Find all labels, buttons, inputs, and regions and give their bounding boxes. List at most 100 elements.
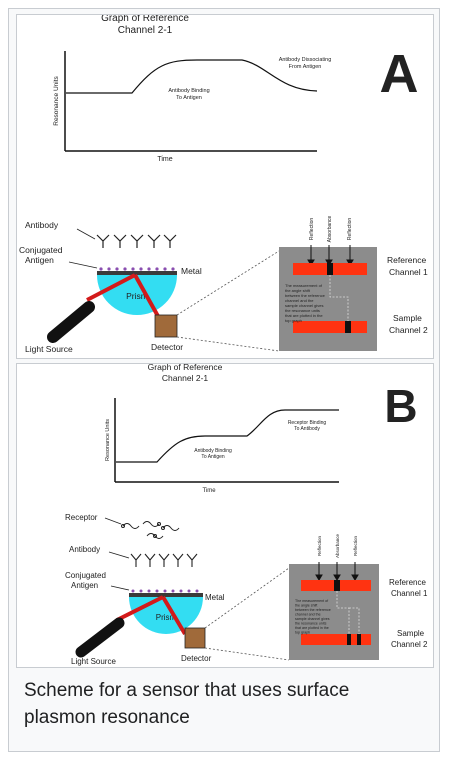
conjugated-antigen-label-1: Conjugated — [19, 245, 63, 255]
graph-b-title-1: Graph of Reference — [148, 364, 223, 372]
reflection-right-label: Reflection — [347, 218, 353, 240]
sample-channel-b-bar — [301, 634, 371, 645]
panel-a-letter: A — [380, 44, 419, 104]
reference-channel-label-1: Reference — [387, 255, 426, 265]
detector-icon — [154, 314, 178, 338]
svg-text:top graph: top graph — [295, 631, 310, 635]
light-source-b-icon — [75, 617, 125, 658]
receptor-pointer — [104, 517, 122, 525]
metal-label: Metal — [181, 266, 202, 276]
reference-channel-label-2: Channel 1 — [389, 267, 428, 277]
graph-b-x-label: Time — [202, 488, 216, 494]
antigen-b-pointer — [110, 585, 130, 591]
graph-b-note-receptor-2: To Antibody — [294, 426, 320, 432]
caption-line-1: Scheme for a sensor that uses surface — [24, 680, 350, 701]
light-source-icon — [47, 301, 95, 343]
sample-channel-b-label-1: Sample — [397, 629, 425, 638]
antibody-b-pointer — [108, 551, 130, 559]
svg-text:sample channel gives: sample channel gives — [285, 303, 323, 308]
figure-caption: Scheme for a sensor that uses surface pl… — [24, 677, 429, 731]
svg-text:The measurement of: The measurement of — [295, 599, 328, 603]
svg-text:that are plotted in the: that are plotted in the — [295, 626, 329, 630]
measurement-note: The measurement of the angle shift betwe… — [285, 283, 326, 323]
reference-channel-b-label-2: Channel 1 — [391, 589, 428, 598]
graph-b-y-label: Resonance Units — [105, 419, 111, 461]
graph-b-note-binding-2: To Antigen — [201, 454, 225, 460]
diagram-panel-a[interactable]: Graph of Reference Channel 2-1 Resonance… — [16, 14, 434, 359]
antibody-b-label: Antibody — [69, 545, 100, 554]
conjugated-antigen-b-label-2: Antigen — [71, 581, 98, 590]
sample-absorbance-mark — [345, 321, 351, 333]
graph-a-note-binding-1: Antibody Binding — [168, 88, 209, 94]
antibody-pointer — [76, 228, 96, 240]
graph-a-x-label: Time — [157, 156, 172, 163]
prism-b-label: Prism — [156, 613, 177, 622]
svg-text:the angle shift: the angle shift — [295, 604, 317, 608]
graph-a-note-binding-2: To Antigen — [176, 95, 202, 101]
graph-a-note-dissoc-2: From Antigen — [289, 64, 322, 70]
prism-label: Prism — [126, 291, 148, 301]
svg-text:that are plotted in the: that are plotted in the — [285, 313, 323, 318]
sample-absorbance-b-mark-2 — [357, 634, 361, 645]
zoom-line-b-bottom — [204, 647, 290, 661]
diagram-panel-b[interactable]: Graph of Reference Channel 2-1 Resonance… — [16, 363, 434, 668]
reflection-b-right-label: Reflection — [353, 536, 358, 557]
light-source-b-label: Light Source — [71, 657, 116, 666]
antibody-b-icons — [130, 553, 198, 567]
graph-a-y-label: Resonance Units — [53, 76, 60, 126]
metal-b-label: Metal — [205, 593, 225, 602]
sample-channel-label-1: Sample — [393, 313, 422, 323]
antigen-dots — [99, 267, 175, 271]
zoom-line-top — [176, 250, 280, 316]
sample-channel-bar — [293, 321, 367, 333]
measurement-b-note: The measurement of the angle shift betwe… — [295, 599, 331, 635]
antibody-label: Antibody — [25, 220, 59, 230]
detector-b-label: Detector — [181, 654, 212, 663]
reflected-beam — [133, 274, 161, 319]
reflected-beam-b — [161, 595, 187, 636]
panel-b-svg: Graph of Reference Channel 2-1 Resonance… — [65, 364, 428, 666]
graph-b-note-binding-1: Antibody Binding — [194, 448, 232, 454]
svg-text:between the reference: between the reference — [285, 293, 326, 298]
reference-channel-b-label-1: Reference — [389, 578, 426, 587]
detector-b-icon — [184, 627, 206, 649]
svg-text:the resonance units: the resonance units — [285, 308, 320, 313]
graph-a-curve — [66, 59, 318, 94]
sample-absorbance-b-mark-1 — [347, 634, 351, 645]
signal-b-arrows — [315, 562, 359, 581]
graph-b-title-2: Channel 2-1 — [162, 373, 209, 383]
reference-absorbance-b-mark — [334, 580, 340, 591]
panel-a-svg: Graph of Reference Channel 2-1 Resonance… — [19, 15, 428, 354]
panel-b-letter: B — [384, 380, 417, 432]
conjugated-antigen-b-label-1: Conjugated — [65, 571, 106, 580]
svg-text:the resonance units: the resonance units — [295, 622, 327, 626]
zoom-line-bottom — [176, 336, 280, 352]
svg-text:The measurement of: The measurement of — [285, 283, 323, 288]
antigen-b-dots — [131, 589, 199, 593]
absorbance-label: Absorbance — [327, 215, 333, 242]
reflection-b-left-label: Reflection — [317, 536, 322, 557]
zoom-line-b-top — [204, 567, 290, 629]
antigen-pointer — [68, 261, 98, 269]
receptor-icons — [121, 521, 180, 539]
receptor-label: Receptor — [65, 513, 98, 522]
metal-layer — [97, 271, 177, 275]
light-source-label: Light Source — [25, 344, 73, 354]
antibody-icons — [96, 234, 177, 248]
svg-text:the angle shift: the angle shift — [285, 288, 311, 293]
caption-line-2: plasmon resonance — [24, 707, 190, 728]
sample-channel-b-label-2: Channel 2 — [391, 640, 428, 649]
graph-b-note-receptor-1: Receptor Binding — [288, 420, 327, 426]
absorbance-b-label: Absorbance — [335, 534, 340, 559]
graph-b-curve — [116, 409, 339, 463]
graph-a-note-dissoc-1: Antibody Dissociating — [279, 57, 332, 63]
graph-a-title-2: Channel 2-1 — [118, 25, 173, 36]
conjugated-antigen-label-2: Antigen — [25, 255, 54, 265]
reference-absorbance-mark — [327, 263, 333, 275]
shift-indicator — [329, 275, 349, 321]
signal-arrows — [307, 245, 354, 266]
graph-a-title-1: Graph of Reference — [101, 15, 189, 24]
svg-text:between the reference: between the reference — [295, 608, 331, 612]
svg-text:channel and the: channel and the — [285, 298, 314, 303]
svg-text:top graph: top graph — [285, 318, 302, 323]
